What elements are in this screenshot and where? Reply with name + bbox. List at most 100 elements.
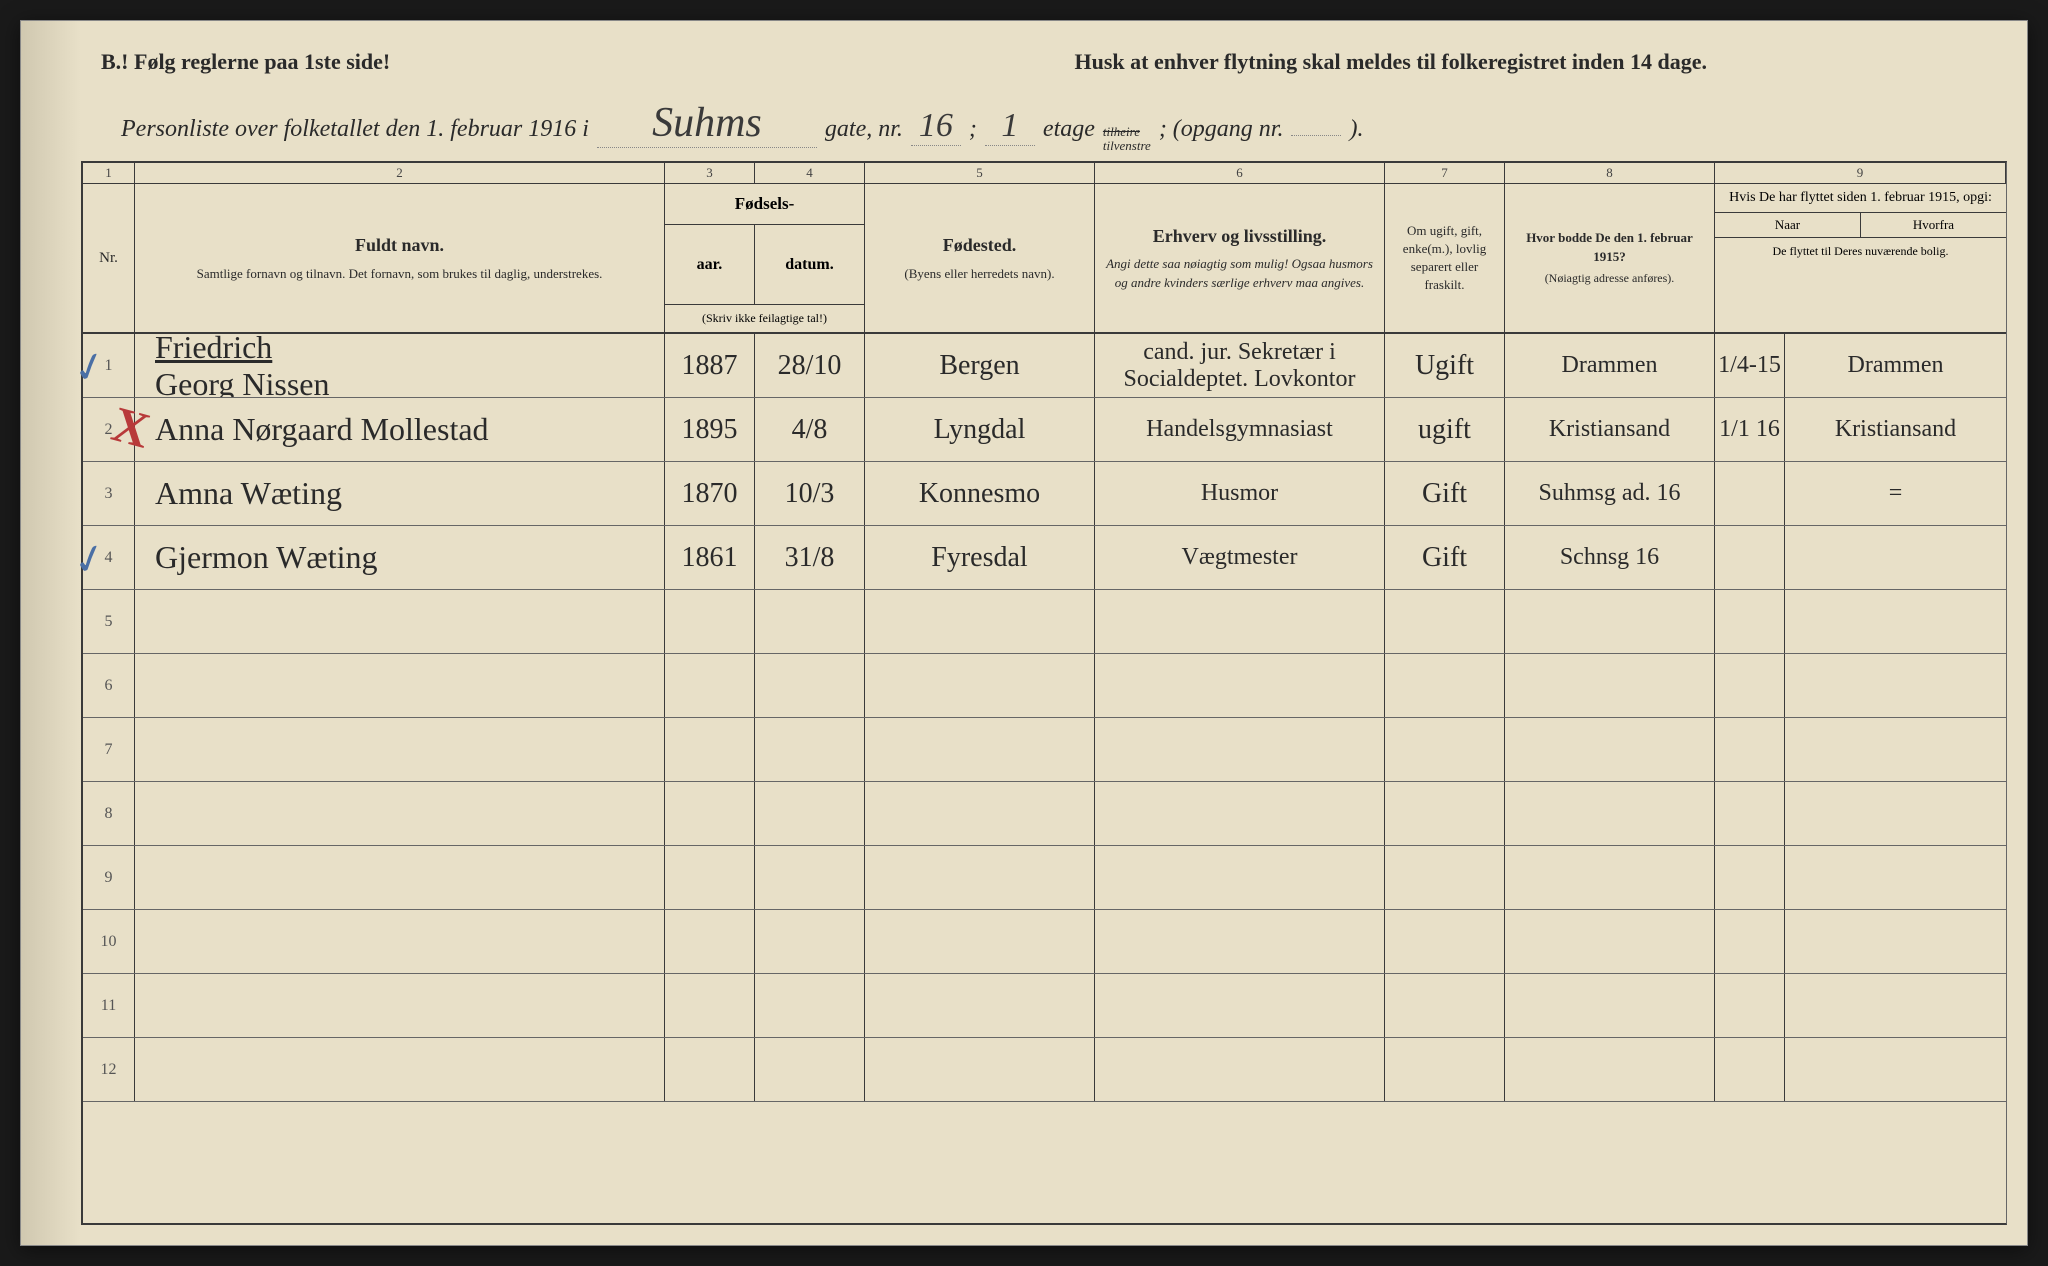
row-moved-from xyxy=(1785,526,2006,589)
row-addr1915 xyxy=(1505,1038,1715,1101)
row-moved-from xyxy=(1785,1038,2006,1101)
row-date xyxy=(755,974,865,1037)
etage-label: etage xyxy=(1043,116,1095,143)
row-marital xyxy=(1385,1038,1505,1101)
row-year xyxy=(665,718,755,781)
row-moved-when xyxy=(1715,718,1785,781)
paper-edge xyxy=(21,21,81,1245)
notice-right: Husk at enhver flytning skal meldes til … xyxy=(1074,49,1707,75)
row-name xyxy=(135,846,665,909)
row-moved-from xyxy=(1785,846,2006,909)
row-marital xyxy=(1385,718,1505,781)
row-name xyxy=(135,974,665,1037)
birth-date-label: datum. xyxy=(755,225,864,304)
row-birthplace xyxy=(865,654,1095,717)
name-title: Fuldt navn. xyxy=(355,233,444,258)
row-nr: 6 xyxy=(83,654,135,717)
header-moved: Hvis De har flyttet siden 1. februar 191… xyxy=(1715,184,2006,332)
row-marital: Gift xyxy=(1385,462,1505,525)
birth-note: (Skriv ikke feilagtige tal!) xyxy=(665,305,864,332)
row-marital xyxy=(1385,782,1505,845)
title-line: Personliste over folketallet den 1. febr… xyxy=(121,99,1987,154)
addr-title: Hvor bodde De den 1. februar 1915? xyxy=(1513,229,1706,265)
row-birthplace xyxy=(865,590,1095,653)
header-addr1915: Hvor bodde De den 1. februar 1915? (Nøia… xyxy=(1505,184,1715,332)
row-occupation: Vægtmester xyxy=(1095,526,1385,589)
birth-year-label: aar. xyxy=(665,225,755,304)
row-birthplace xyxy=(865,782,1095,845)
row-moved-when xyxy=(1715,974,1785,1037)
row-name xyxy=(135,718,665,781)
semicolon: ; xyxy=(969,116,977,143)
row-moved-when xyxy=(1715,910,1785,973)
opgang-close: ). xyxy=(1349,116,1363,143)
row-nr: 9 xyxy=(83,846,135,909)
header-nr: Nr. xyxy=(83,184,135,332)
row-year xyxy=(665,974,755,1037)
row-occupation: Husmor xyxy=(1095,462,1385,525)
row-name xyxy=(135,590,665,653)
row-birthplace: Bergen xyxy=(865,334,1095,397)
moved-note: De flyttet til Deres nuværende bolig. xyxy=(1715,238,2006,265)
data-rows-container: ✓ 1 Friedrich Georg Nissen 1887 28/10 Be… xyxy=(83,334,2006,1102)
row-birthplace: Fyresdal xyxy=(865,526,1095,589)
row-addr1915 xyxy=(1505,654,1715,717)
table-row-empty: 9 xyxy=(83,846,2006,910)
row-date xyxy=(755,654,865,717)
row-occupation xyxy=(1095,654,1385,717)
title-prefix: Personliste over folketallet den 1. febr… xyxy=(121,116,589,143)
row-marital: Gift xyxy=(1385,526,1505,589)
row-moved-when: 1/1 16 xyxy=(1715,398,1785,461)
name-sub: Samtlige fornavn og tilnavn. Det fornavn… xyxy=(197,265,603,283)
colnum-2: 2 xyxy=(135,163,665,183)
row-moved-from: Drammen xyxy=(1785,334,2006,397)
header-birthplace: Fødested. (Byens eller herredets navn). xyxy=(865,184,1095,332)
table-row-empty: 5 xyxy=(83,590,2006,654)
row-occupation xyxy=(1095,910,1385,973)
row-moved-when xyxy=(1715,782,1785,845)
row-moved-from: = xyxy=(1785,462,2006,525)
row-moved-when xyxy=(1715,1038,1785,1101)
colnum-1: 1 xyxy=(83,163,135,183)
table-row-empty: 12 xyxy=(83,1038,2006,1102)
row-year xyxy=(665,1038,755,1101)
row-moved-when: 1/4-15 xyxy=(1715,334,1785,397)
row-moved-from xyxy=(1785,718,2006,781)
header-marital: Om ugift, gift, enke(m.), lovlig separer… xyxy=(1385,184,1505,332)
moved-from-label: Hvorfra xyxy=(1861,213,2006,237)
row-nr: 12 xyxy=(83,1038,135,1101)
notice-left: B.! Følg reglerne paa 1ste side! xyxy=(101,49,390,75)
row-occupation xyxy=(1095,590,1385,653)
tilvenstre: tilvenstre xyxy=(1103,139,1151,153)
row-marital xyxy=(1385,846,1505,909)
row-year: 1870 xyxy=(665,462,755,525)
gate-nr: 16 xyxy=(911,107,961,146)
row-date xyxy=(755,1038,865,1101)
row-year: 1895 xyxy=(665,398,755,461)
row-year xyxy=(665,782,755,845)
colnum-3: 3 xyxy=(665,163,755,183)
table-row-empty: 8 xyxy=(83,782,2006,846)
colnum-6: 6 xyxy=(1095,163,1385,183)
row-moved-when xyxy=(1715,462,1785,525)
row-occupation xyxy=(1095,718,1385,781)
nr-label: Nr. xyxy=(99,248,118,269)
row-addr1915 xyxy=(1505,846,1715,909)
row-date xyxy=(755,782,865,845)
row-birthplace: Konnesmo xyxy=(865,462,1095,525)
header-occupation: Erhverv og livsstilling. Angi dette saa … xyxy=(1095,184,1385,332)
row-nr: 10 xyxy=(83,910,135,973)
colnum-9: 9 xyxy=(1715,163,2006,183)
row-moved-from xyxy=(1785,910,2006,973)
row-name: Friedrich Georg Nissen xyxy=(135,334,665,397)
row-year xyxy=(665,846,755,909)
row-date: 28/10 xyxy=(755,334,865,397)
row-date xyxy=(755,846,865,909)
header-row: Nr. Fuldt navn. Samtlige fornavn og tiln… xyxy=(83,184,2006,334)
table-row: X 2 Anna Nørgaard Mollestad 1895 4/8 Lyn… xyxy=(83,398,2006,462)
birthplace-sub: (Byens eller herredets navn). xyxy=(904,265,1054,283)
row-addr1915 xyxy=(1505,718,1715,781)
tilheire: tilheire xyxy=(1103,125,1151,139)
row-moved-when xyxy=(1715,590,1785,653)
row-date xyxy=(755,590,865,653)
